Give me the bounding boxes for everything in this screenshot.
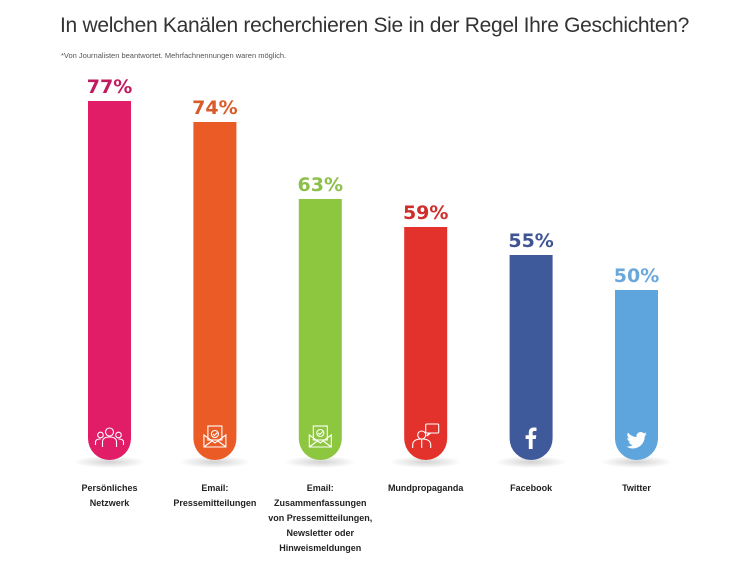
bar [88,101,131,460]
category-label-line: Persönliches [81,483,138,493]
bar-shadow [495,456,568,468]
category-label: Facebook [466,481,596,496]
category-label-line: von Pressemitteilungen, [268,513,373,523]
category-label: Mundpropaganda [361,481,491,496]
category-label: Email: Zusammenfassungen von Pressemitteil… [255,481,385,556]
twitter-icon [626,431,647,449]
category-label-line: Email: [306,483,334,493]
facebook-icon [525,427,537,450]
chart-title: In welchen Kanälen recherchieren Sie in … [60,14,689,37]
bar-shadow [178,456,251,468]
value-label: 59% [403,202,448,224]
category-label-line: Hinweismeldungen [279,543,362,553]
speech-bubble-person-icon [412,423,440,448]
email-newsletter-icon [308,425,332,448]
value-label: 55% [508,230,553,252]
category-label-line: Zusammenfassungen [274,498,367,508]
category-label: Persönliches Netzwerk [45,481,175,511]
category-label-line: Email: [201,483,229,493]
value-label: 50% [614,265,659,287]
category-label-line: Facebook [510,483,553,493]
bar [404,227,448,460]
bar [298,199,342,460]
bar-shadow [389,456,462,468]
category-label: Twitter [572,481,702,496]
bar-shadow [73,456,146,468]
value-label: 74% [192,97,237,119]
value-label: 77% [87,76,132,98]
bar [193,122,237,460]
bar-shadow [284,456,357,468]
bar [615,290,658,460]
category-label-line: Mundpropaganda [387,483,464,493]
email-press-release-icon [203,425,227,448]
category-label-line: Twitter [622,483,651,493]
category-label-line: Newsletter oder [286,528,355,538]
bar [509,255,553,460]
value-label: 63% [298,174,343,196]
people-network-icon [94,427,125,447]
category-label: Email: Pressemitteilungen [150,481,280,511]
chart-subtitle: *Von Journalisten beantwortet. Mehrfachn… [61,51,287,60]
bar-shadow [600,456,673,468]
category-label-line: Pressemitteilungen [173,498,257,508]
category-label-line: Netzwerk [89,498,130,508]
